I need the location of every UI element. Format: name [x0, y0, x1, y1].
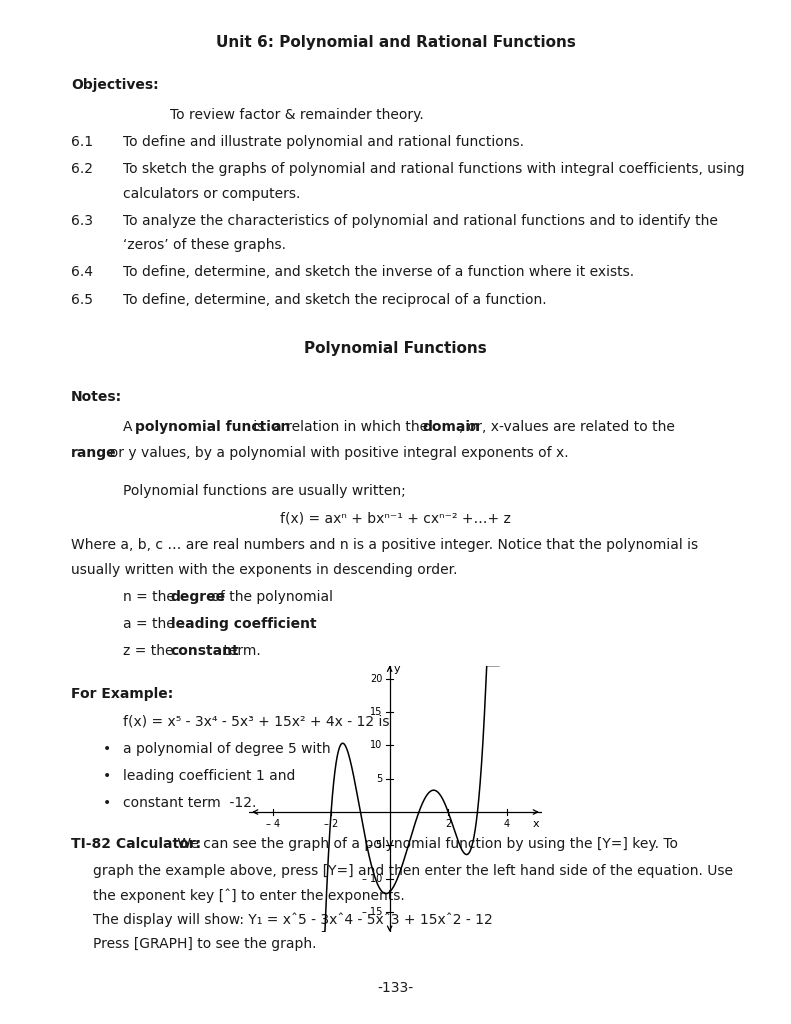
Text: To define, determine, and sketch the reciprocal of a function.: To define, determine, and sketch the rec…: [123, 293, 547, 306]
Text: •: •: [103, 769, 111, 782]
Text: To analyze the characteristics of polynomial and rational functions and to ident: To analyze the characteristics of polyno…: [123, 214, 717, 228]
Text: f(x) = axⁿ + bxⁿ⁻¹ + cxⁿ⁻² +…+ z: f(x) = axⁿ + bxⁿ⁻¹ + cxⁿ⁻² +…+ z: [280, 511, 511, 525]
Text: 6.4: 6.4: [71, 265, 93, 280]
Text: usually written with the exponents in descending order.: usually written with the exponents in de…: [71, 562, 458, 577]
Text: To review factor & remainder theory.: To review factor & remainder theory.: [170, 109, 424, 122]
Text: 20: 20: [370, 674, 382, 684]
Text: – 15: – 15: [362, 907, 382, 916]
Text: x: x: [532, 819, 539, 828]
Text: Objectives:: Objectives:: [71, 78, 159, 92]
Text: 6.5: 6.5: [71, 293, 93, 306]
Text: – 5: – 5: [368, 841, 382, 850]
Text: constant term  -12.: constant term -12.: [123, 796, 256, 810]
Text: To sketch the graphs of polynomial and rational functions with integral coeffici: To sketch the graphs of polynomial and r…: [123, 163, 744, 176]
Text: 4: 4: [504, 819, 509, 828]
Text: is  a relation in which the: is a relation in which the: [248, 420, 432, 434]
Text: •: •: [103, 796, 111, 810]
Text: To define, determine, and sketch the inverse of a function where it exists.: To define, determine, and sketch the inv…: [123, 265, 634, 280]
Text: – 2: – 2: [324, 819, 339, 828]
Text: n = the: n = the: [123, 590, 179, 604]
Text: – 4: – 4: [266, 819, 280, 828]
Text: -133-: -133-: [377, 981, 414, 995]
Text: , or, x-values are related to the: , or, x-values are related to the: [459, 420, 675, 434]
Text: calculators or computers.: calculators or computers.: [123, 186, 300, 201]
Text: A: A: [123, 420, 137, 434]
Text: z = the: z = the: [123, 644, 177, 658]
Text: 6.3: 6.3: [71, 214, 93, 228]
Text: 15: 15: [370, 708, 382, 717]
Text: For Example:: For Example:: [71, 687, 173, 701]
Text: Where a, b, c … are real numbers and n is a positive integer. Notice that the po: Where a, b, c … are real numbers and n i…: [71, 539, 698, 552]
Text: Polynomial functions are usually written;: Polynomial functions are usually written…: [123, 484, 405, 498]
Text: Polynomial Functions: Polynomial Functions: [304, 341, 487, 356]
Text: f(x) = x⁵ - 3x⁴ - 5x³ + 15x² + 4x - 12 is: f(x) = x⁵ - 3x⁴ - 5x³ + 15x² + 4x - 12 i…: [123, 715, 389, 728]
Text: TI-82 Calculator:: TI-82 Calculator:: [71, 837, 202, 851]
Text: range: range: [71, 445, 117, 460]
Text: Notes:: Notes:: [71, 390, 123, 404]
Text: degree: degree: [171, 590, 225, 604]
Text: – 10: – 10: [362, 873, 382, 884]
Text: , or y values, by a polynomial with positive integral exponents of x.: , or y values, by a polynomial with posi…: [101, 445, 569, 460]
Text: of the polynomial: of the polynomial: [206, 590, 332, 604]
Text: the exponent key [ˆ] to enter the exponents.: the exponent key [ˆ] to enter the expone…: [93, 888, 405, 903]
Text: The display will show: Y₁ = xˆ5 - 3xˆ4 - 5xˆ3 + 15xˆ2 - 12: The display will show: Y₁ = xˆ5 - 3xˆ4 -…: [93, 912, 493, 927]
Text: term.: term.: [218, 644, 260, 658]
Text: a polynomial of degree 5 with: a polynomial of degree 5 with: [123, 741, 330, 756]
Text: polynomial function: polynomial function: [134, 420, 290, 434]
Text: We can see the graph of a polynomial function by using the [Y=] key. To: We can see the graph of a polynomial fun…: [173, 837, 678, 851]
Text: To define and illustrate polynomial and rational functions.: To define and illustrate polynomial and …: [123, 135, 524, 150]
Text: •: •: [103, 741, 111, 756]
Text: leading coefficient: leading coefficient: [171, 616, 316, 631]
Text: Unit 6: Polynomial and Rational Functions: Unit 6: Polynomial and Rational Function…: [216, 35, 575, 50]
Text: y: y: [394, 664, 400, 674]
Text: a = the: a = the: [123, 616, 179, 631]
Text: graph the example above, press [Y=] and then enter the left hand side of the equ: graph the example above, press [Y=] and …: [93, 864, 733, 878]
Text: domain: domain: [422, 420, 480, 434]
Text: 2: 2: [445, 819, 452, 828]
Text: Press [GRAPH] to see the graph.: Press [GRAPH] to see the graph.: [93, 937, 317, 951]
Text: 10: 10: [370, 740, 382, 751]
Text: constant: constant: [171, 644, 239, 658]
Text: 6.2: 6.2: [71, 163, 93, 176]
Text: ‘zeros’ of these graphs.: ‘zeros’ of these graphs.: [123, 239, 286, 252]
Text: 5: 5: [376, 774, 382, 783]
Text: 6.1: 6.1: [71, 135, 93, 150]
Text: leading coefficient 1 and: leading coefficient 1 and: [123, 769, 295, 782]
